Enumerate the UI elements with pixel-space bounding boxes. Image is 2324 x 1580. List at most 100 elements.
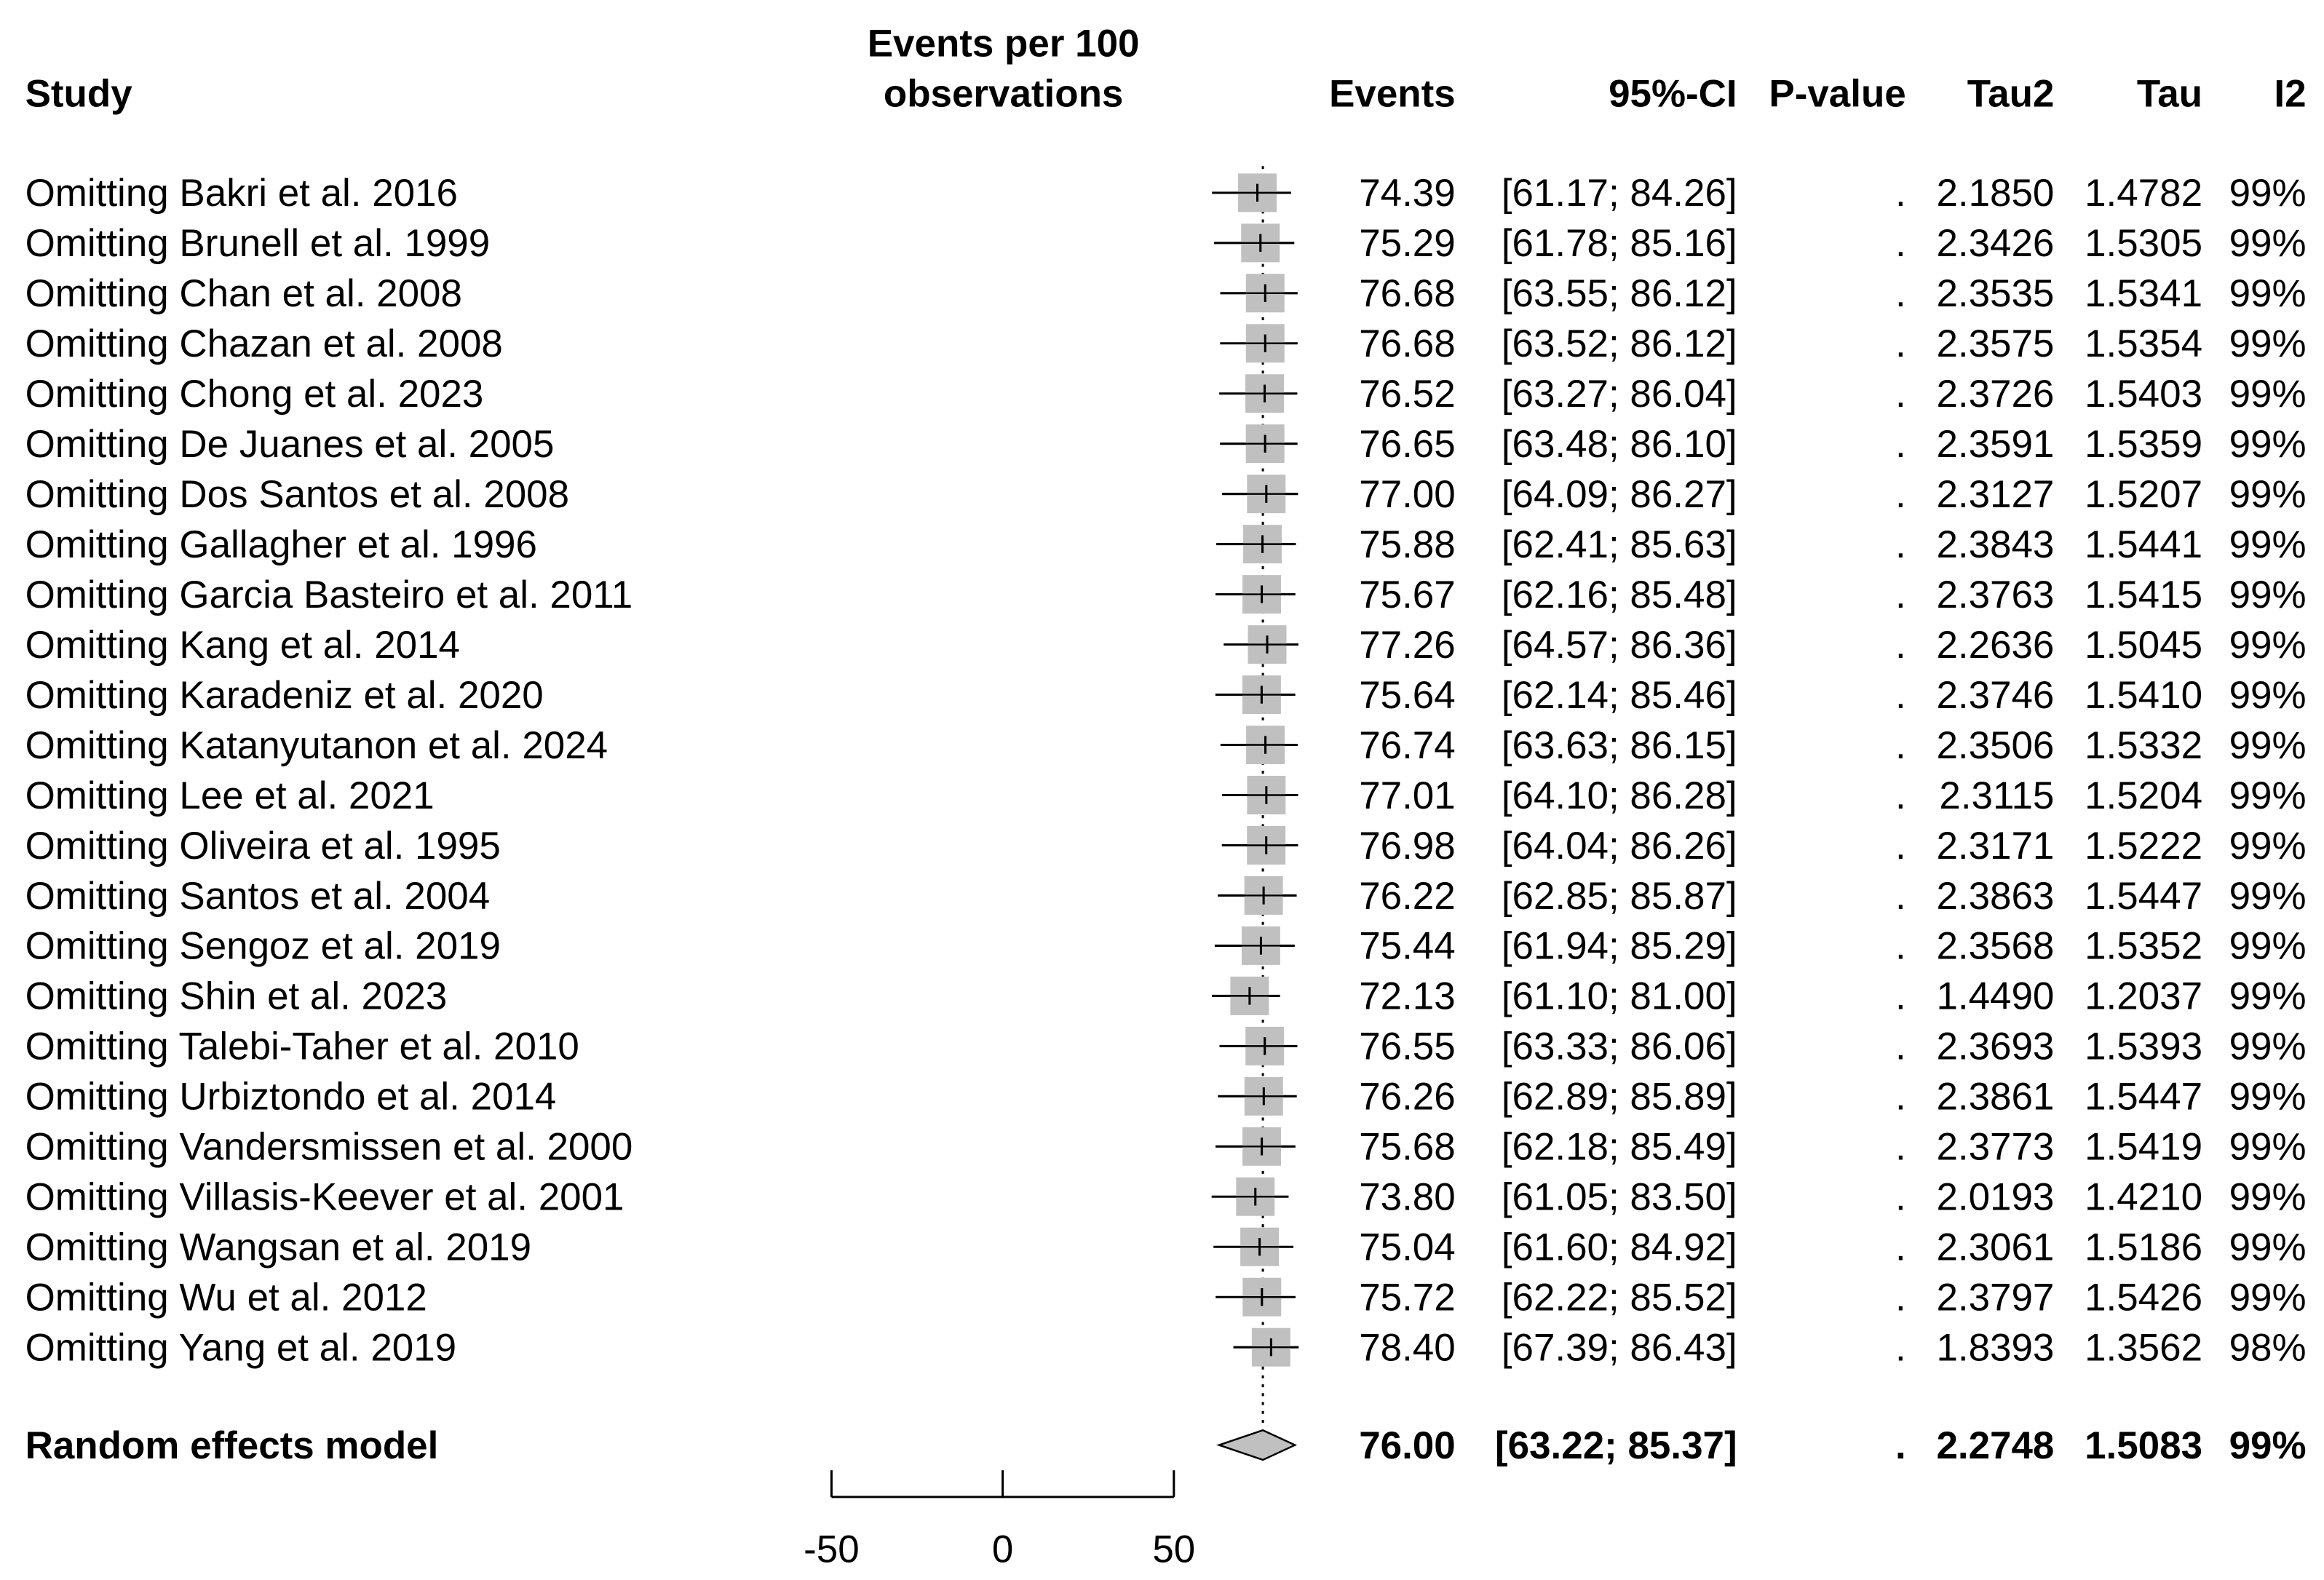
- ci-value: [61.94; 85.29]: [1502, 925, 1737, 968]
- summary-tau2: 2.2748: [1936, 1424, 2054, 1467]
- ci-value: [62.22; 85.52]: [1502, 1277, 1737, 1319]
- tau2-value: 2.3575: [1936, 322, 2054, 365]
- p-value: .: [1895, 1277, 1906, 1319]
- events-value: 77.01: [1359, 774, 1455, 817]
- events-value: 73.80: [1359, 1176, 1455, 1219]
- tau2-value: 2.3773: [1936, 1126, 2054, 1169]
- i2-value: 99%: [2229, 774, 2307, 817]
- summary-tau: 1.5083: [2085, 1424, 2202, 1467]
- study-label: Omitting Karadeniz et al. 2020: [25, 674, 544, 717]
- i2-value: 99%: [2229, 925, 2307, 968]
- study-label: Omitting Garcia Basteiro et al. 2011: [25, 573, 633, 616]
- study-label: Omitting Chong et al. 2023: [25, 373, 484, 416]
- tau2-value: 2.3746: [1936, 674, 2054, 717]
- tau2-value: 2.2636: [1936, 624, 2054, 667]
- tau2-value: 2.3693: [1936, 1025, 2054, 1068]
- tau2-value: 2.3506: [1936, 724, 2054, 767]
- tau2-value: 2.3568: [1936, 925, 2054, 968]
- tau-value: 1.3562: [2085, 1327, 2202, 1370]
- study-label: Omitting Vandersmissen et al. 2000: [25, 1126, 633, 1169]
- p-value: .: [1895, 523, 1906, 566]
- study-label: Omitting Sengoz et al. 2019: [25, 925, 501, 968]
- ci-value: [61.17; 84.26]: [1502, 172, 1737, 215]
- i2-value: 99%: [2229, 523, 2307, 566]
- tau-value: 1.5332: [2085, 724, 2202, 767]
- x-tick-label: 50: [1152, 1528, 1195, 1571]
- tau-value: 1.5410: [2085, 674, 2202, 717]
- i2-value: 99%: [2229, 172, 2307, 215]
- events-value: 75.68: [1359, 1126, 1455, 1169]
- i2-value: 99%: [2229, 222, 2307, 265]
- events-value: 75.88: [1359, 523, 1455, 566]
- p-value: .: [1895, 1076, 1906, 1119]
- p-value: .: [1895, 925, 1906, 968]
- ci-value: [64.04; 86.26]: [1502, 825, 1737, 868]
- ci-value: [63.63; 86.15]: [1502, 724, 1737, 767]
- p-value: .: [1895, 172, 1906, 215]
- ci-value: [67.39; 86.43]: [1502, 1327, 1737, 1370]
- tau2-value: 1.8393: [1936, 1327, 2054, 1370]
- study-label: Omitting Kang et al. 2014: [25, 624, 460, 667]
- header: Study: [25, 73, 133, 116]
- events-value: 77.00: [1359, 473, 1455, 516]
- p-value: .: [1895, 423, 1906, 466]
- tau-value: 1.5204: [2085, 774, 2202, 817]
- ci-value: [61.78; 85.16]: [1502, 222, 1737, 265]
- summary-i2: 99%: [2229, 1424, 2307, 1467]
- tau-value: 1.5441: [2085, 523, 2202, 566]
- p-value: .: [1895, 774, 1906, 817]
- p-value: .: [1895, 724, 1906, 767]
- study-label: Omitting Lee et al. 2021: [25, 774, 435, 817]
- tau2-value: 2.3171: [1936, 825, 2054, 868]
- x-tick-label: 0: [992, 1528, 1013, 1571]
- tau-value: 1.5305: [2085, 222, 2202, 265]
- i2-value: 99%: [2229, 573, 2307, 616]
- i2-value: 99%: [2229, 975, 2307, 1018]
- ci-value: [61.05; 83.50]: [1502, 1176, 1737, 1219]
- tau2-value: 2.3591: [1936, 423, 2054, 466]
- ci-value: [64.10; 86.28]: [1502, 774, 1737, 817]
- tau-value: 1.2037: [2085, 975, 2202, 1018]
- header: Tau2: [1967, 73, 2055, 116]
- study-label: Omitting Gallagher et al. 1996: [25, 523, 537, 566]
- tau2-value: 2.3863: [1936, 875, 2054, 918]
- events-value: 76.98: [1359, 825, 1455, 868]
- events-value: 75.29: [1359, 222, 1455, 265]
- study-label: Omitting Chazan et al. 2008: [25, 322, 503, 365]
- ci-value: [62.18; 85.49]: [1502, 1126, 1737, 1169]
- events-value: 76.55: [1359, 1025, 1455, 1068]
- header: Events per 100: [868, 23, 1140, 65]
- tau-value: 1.5403: [2085, 373, 2202, 416]
- events-value: 76.65: [1359, 423, 1455, 466]
- i2-value: 99%: [2229, 322, 2307, 365]
- tau-value: 1.5186: [2085, 1226, 2202, 1269]
- tau2-value: 2.3763: [1936, 573, 2054, 616]
- p-value: .: [1895, 272, 1906, 315]
- events-value: 78.40: [1359, 1327, 1455, 1370]
- i2-value: 99%: [2229, 674, 2307, 717]
- tau2-value: 2.3726: [1936, 373, 2054, 416]
- i2-value: 99%: [2229, 272, 2307, 315]
- header: 95%-CI: [1609, 73, 1737, 116]
- i2-value: 99%: [2229, 473, 2307, 516]
- ci-value: [62.41; 85.63]: [1502, 523, 1737, 566]
- tau2-value: 1.4490: [1936, 975, 2054, 1018]
- tau-value: 1.4210: [2085, 1176, 2202, 1219]
- tau2-value: 2.3535: [1936, 272, 2054, 315]
- p-value: .: [1895, 473, 1906, 516]
- i2-value: 99%: [2229, 875, 2307, 918]
- ci-value: [61.10; 81.00]: [1502, 975, 1737, 1018]
- summary-label: Random effects model: [25, 1424, 439, 1467]
- study-label: Omitting Brunell et al. 1999: [25, 222, 491, 265]
- study-label: Omitting Wangsan et al. 2019: [25, 1226, 531, 1269]
- tau2-value: 2.3861: [1936, 1076, 2054, 1119]
- summary-ci: [63.22; 85.37]: [1495, 1424, 1737, 1467]
- ci-value: [64.09; 86.27]: [1502, 473, 1737, 516]
- events-value: 75.44: [1359, 925, 1455, 968]
- tau-value: 1.5415: [2085, 573, 2202, 616]
- events-value: 76.74: [1359, 724, 1455, 767]
- summary-diamond: [1216, 1429, 1298, 1461]
- tau2-value: 2.3115: [1939, 774, 2054, 817]
- events-value: 75.67: [1359, 573, 1455, 616]
